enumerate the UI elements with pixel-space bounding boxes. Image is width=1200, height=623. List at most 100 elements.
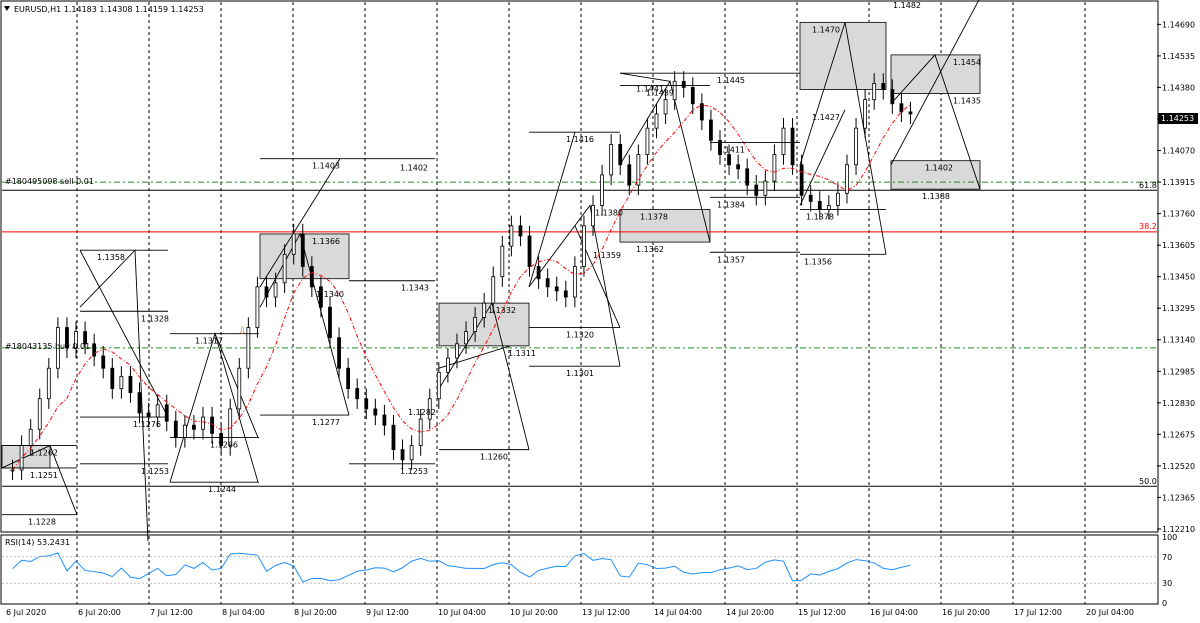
candle-body	[572, 266, 577, 298]
rsi-tick-label: 30	[1162, 579, 1172, 588]
rsi-tick-label: 0	[1162, 599, 1167, 608]
pattern-line	[259, 232, 350, 416]
candle-body	[237, 367, 242, 410]
fib-level-label: 50.0	[1139, 477, 1157, 486]
price-annotation: 1.1482	[893, 1, 921, 10]
candle-body	[264, 286, 269, 298]
candle-body	[826, 205, 831, 210]
candle-body	[881, 82, 886, 90]
rsi-panel[interactable]	[0, 534, 1159, 605]
price-annotation: 1.1277	[312, 418, 340, 427]
time-tick-label: 10 Jul 20:00	[510, 608, 558, 617]
buy-order-label[interactable]: #18043135 buy 0.01	[5, 342, 90, 351]
candle-body	[872, 82, 877, 101]
price-tick-label: 1.12210	[1162, 525, 1195, 534]
time-tick-label: 14 Jul 04:00	[654, 608, 702, 617]
price-tick-label: 1.14380	[1162, 83, 1195, 92]
candle-body	[219, 432, 224, 446]
candle-body	[709, 119, 713, 141]
candle-body	[228, 408, 233, 446]
candle-body	[690, 87, 695, 105]
arrow-down-icon: ⇩	[238, 326, 246, 337]
price-annotation: 1.1416	[566, 135, 594, 144]
price-annotation: 1.1262	[30, 449, 58, 458]
candle-body	[192, 424, 196, 430]
price-annotation: 1.1320	[566, 331, 594, 340]
candle-body	[618, 144, 623, 166]
price-annotation: 1.1282	[408, 408, 436, 417]
pattern-boxes	[1, 21, 981, 469]
candle-body	[636, 154, 641, 186]
rsi-tick-label: 70	[1162, 553, 1172, 562]
symbol-dropdown-icon[interactable]	[4, 6, 10, 11]
candle-body	[799, 164, 804, 196]
candle-body	[65, 327, 69, 349]
fib-level-label: 38.2	[1139, 222, 1157, 231]
candle-body	[563, 290, 568, 298]
candle-body	[328, 306, 332, 339]
candle-body	[754, 184, 759, 196]
price-annotation: 1.1251	[30, 471, 58, 480]
pattern-line	[214, 333, 259, 438]
price-annotation: 1.1260	[480, 453, 508, 462]
price-tick-label: 1.13450	[1162, 273, 1195, 282]
price-candles	[10, 71, 913, 481]
candle-body	[373, 408, 378, 416]
main-chart-panel[interactable]	[0, 0, 1159, 533]
candle-body	[600, 174, 604, 206]
candle-body	[817, 200, 822, 210]
pattern-line	[799, 22, 887, 255]
price-tick-label: 1.13140	[1162, 336, 1195, 345]
price-tick-label: 1.12520	[1162, 462, 1195, 471]
candle-body	[781, 127, 786, 155]
candle-body	[273, 282, 278, 298]
price-annotation: 1.1402	[925, 164, 953, 173]
price-annotation: 1.1411	[717, 145, 745, 154]
price-tick-label: 1.13915	[1162, 178, 1195, 187]
candle-body	[527, 235, 532, 267]
moving-average-line	[12, 103, 911, 471]
candle-body	[300, 233, 305, 267]
price-annotation: 1.1435	[953, 97, 981, 106]
candle-body	[609, 144, 614, 176]
candle-body	[110, 367, 115, 389]
moving-average-series	[12, 103, 911, 471]
candle-body	[391, 424, 396, 451]
price-annotation: 1.1470	[812, 25, 840, 34]
candle-body	[445, 357, 450, 373]
candle-body	[491, 276, 496, 304]
price-annotation: 1.1402	[400, 164, 428, 173]
price-annotation: 1.1266	[210, 440, 238, 449]
candle-body	[137, 392, 142, 414]
price-annotation: 1.1362	[636, 245, 664, 254]
time-tick-label: 17 Jul 12:00	[1014, 608, 1062, 617]
time-tick-label: 10 Jul 04:00	[438, 608, 486, 617]
candle-body	[845, 164, 849, 194]
price-zone-box	[799, 21, 887, 90]
price-annotation: 1.1253	[400, 467, 428, 476]
candle-body	[337, 337, 341, 369]
price-annotation: 1.1380	[595, 208, 623, 217]
time-tick-label: 16 Jul 20:00	[942, 608, 990, 617]
candle-body	[591, 205, 595, 227]
candle-body	[201, 416, 205, 430]
price-annotation: 1.1244	[208, 485, 236, 494]
pattern-line	[259, 158, 341, 288]
candle-body	[427, 398, 432, 420]
price-annotation: 1.1253	[141, 467, 169, 476]
candle-body	[672, 80, 677, 101]
candle-body	[745, 168, 750, 186]
candle-body	[346, 367, 351, 389]
candle-body	[101, 355, 106, 369]
sell-order-label[interactable]: #180495098 sell 0.01	[5, 177, 94, 186]
price-tick-label: 1.14535	[1162, 52, 1195, 61]
candle-body	[808, 194, 813, 202]
candle-body	[663, 99, 668, 115]
time-tick-label: 15 Jul 12:00	[798, 608, 846, 617]
price-tick-label: 1.12365	[1162, 493, 1195, 502]
pattern-line	[438, 345, 511, 369]
price-annotation: 1.1276	[133, 420, 161, 429]
candle-body	[164, 404, 169, 422]
